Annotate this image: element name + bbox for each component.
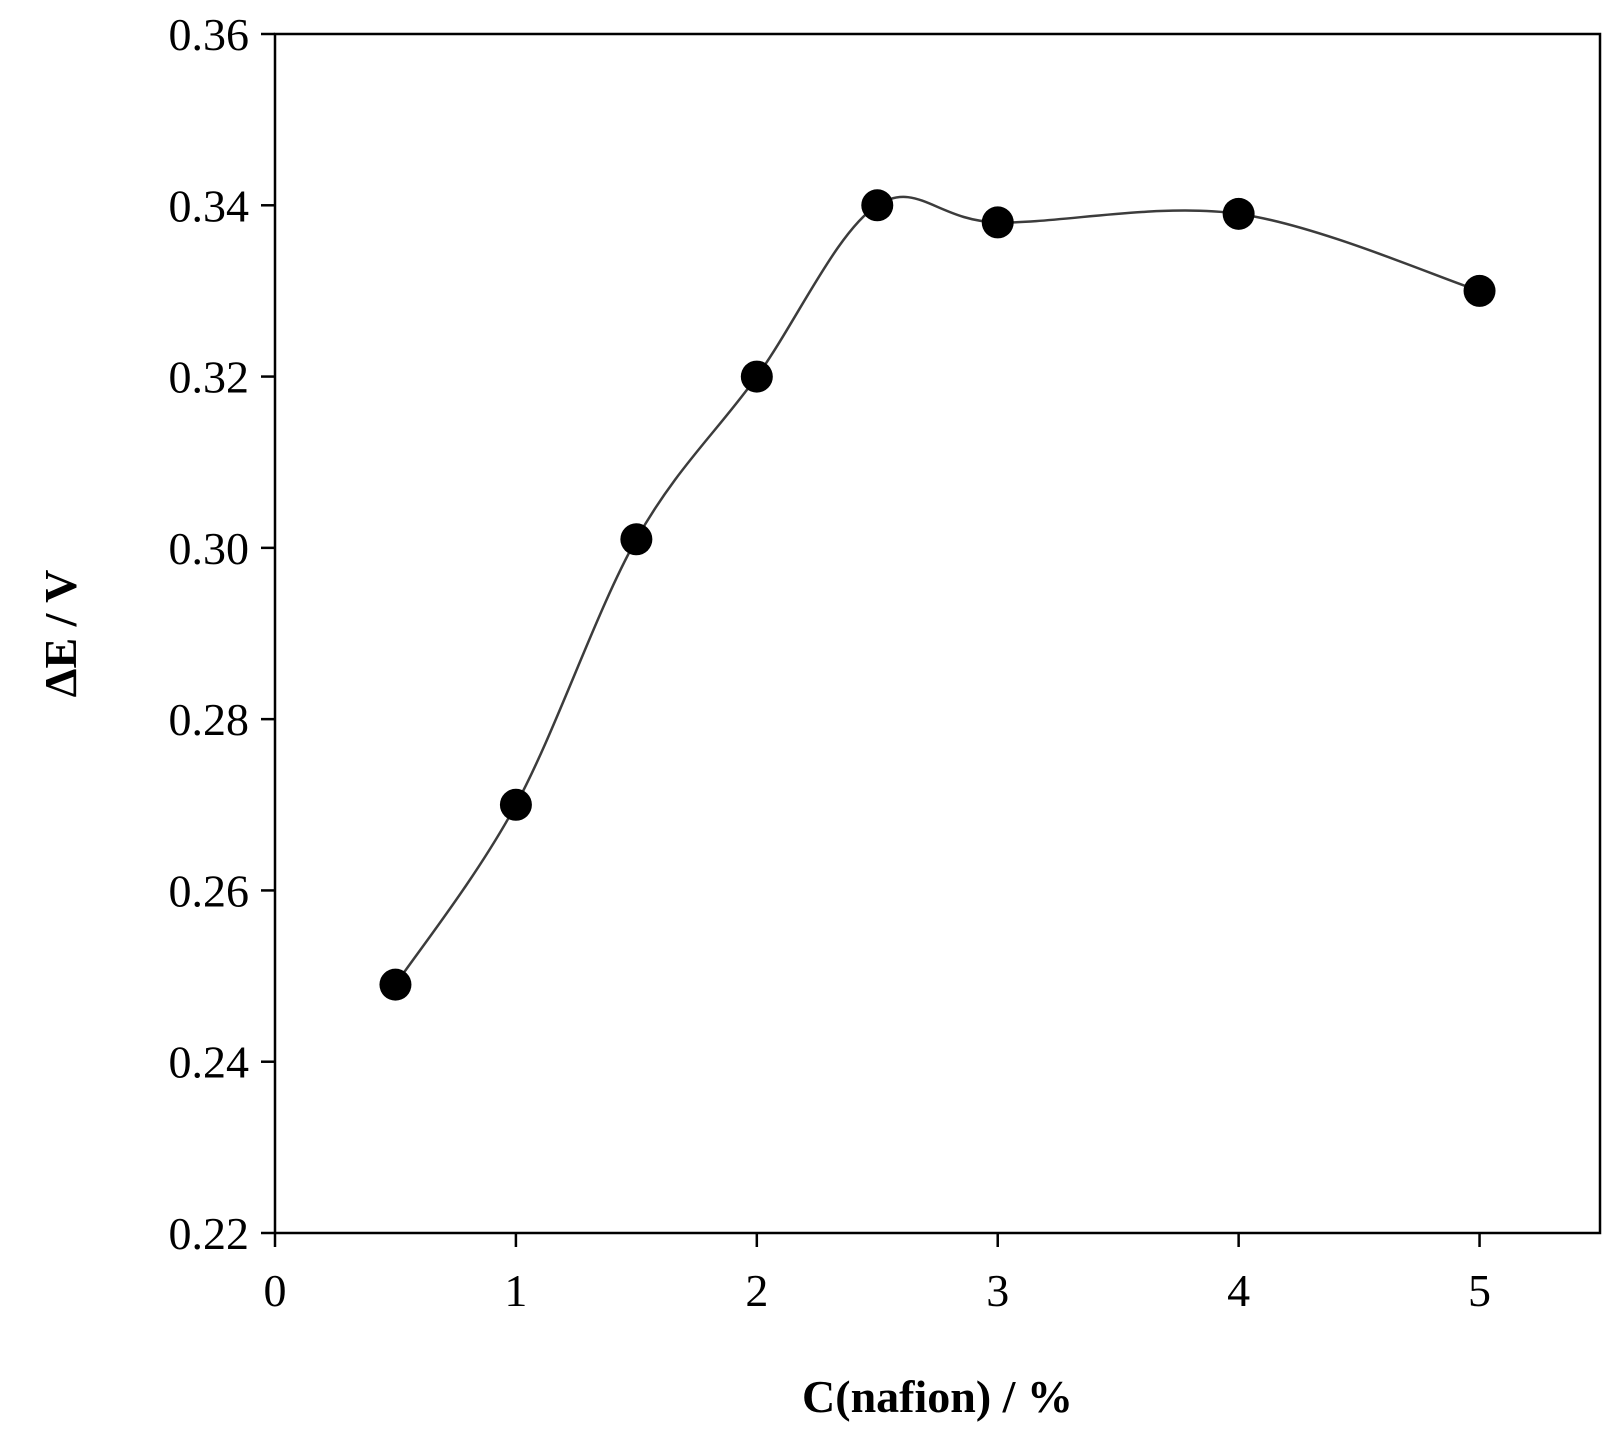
x-tick-label: 3	[986, 1265, 1009, 1316]
y-axis-ticks: 0.22 0.24 0.26 0.28 0.30 0.32 0.34 0.36	[169, 9, 275, 1259]
series-curve	[394, 195, 1480, 986]
data-point	[861, 189, 894, 222]
y-tick-label: 0.26	[169, 865, 250, 916]
y-tick-label: 0.34	[169, 180, 250, 231]
plot-frame	[273, 32, 1602, 1235]
y-tick-label: 0.36	[169, 9, 250, 60]
data-point	[981, 206, 1014, 239]
data-point	[740, 360, 773, 393]
x-tick-label: 5	[1468, 1265, 1491, 1316]
data-point	[499, 788, 532, 821]
x-axis-ticks: 0 1 2 3 4 5	[264, 1233, 1491, 1316]
data-point	[620, 523, 653, 556]
x-tick-label: 1	[504, 1265, 527, 1316]
y-tick-label: 0.30	[169, 523, 250, 574]
x-tick-label: 2	[745, 1265, 768, 1316]
x-tick-label: 0	[264, 1265, 287, 1316]
data-points	[379, 189, 1496, 1001]
plot-border	[273, 32, 1602, 1235]
y-tick-label: 0.28	[169, 694, 250, 745]
data-point	[1222, 197, 1255, 230]
x-tick-label: 4	[1227, 1265, 1250, 1316]
y-tick-label: 0.32	[169, 352, 250, 403]
data-point	[1463, 274, 1496, 307]
y-tick-label: 0.24	[169, 1037, 250, 1088]
data-point	[379, 968, 412, 1001]
x-axis-label: C(nafion) / %	[802, 1371, 1073, 1422]
y-axis-label: ΔE / V	[35, 570, 86, 698]
y-tick-label: 0.22	[169, 1208, 250, 1259]
